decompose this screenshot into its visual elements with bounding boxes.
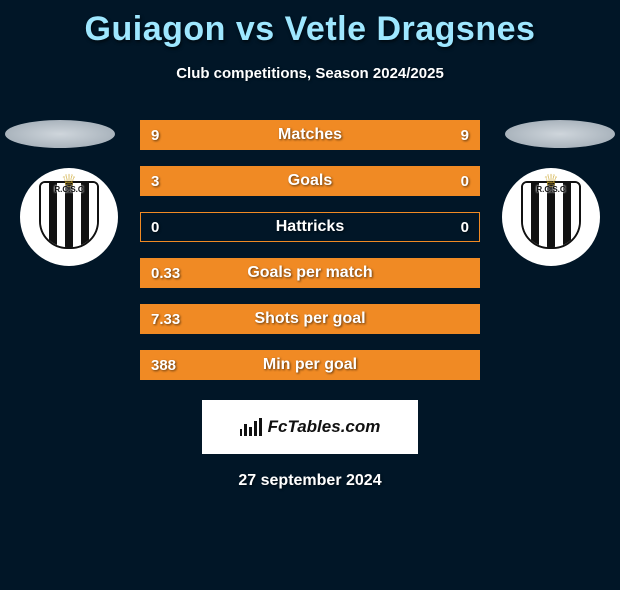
stat-label: Shots per goal	[141, 305, 479, 333]
stat-bars: 99Matches 30Goals 00Hattricks 0.33Goals per…	[140, 120, 480, 396]
badge-text: R.C.S.C	[54, 185, 83, 194]
stat-row: 00Hattricks	[140, 212, 480, 242]
club-badge-right: ♕ R.C.S.C	[502, 168, 600, 266]
stat-label: Matches	[141, 121, 479, 149]
stat-label: Hattricks	[141, 213, 479, 241]
fctables-label: FcTables.com	[268, 417, 381, 437]
fctables-watermark: FcTables.com	[202, 400, 418, 454]
date-text: 27 september 2024	[0, 472, 620, 490]
stat-row: 99Matches	[140, 120, 480, 150]
stat-label: Goals	[141, 167, 479, 195]
comparison-chart: ♕ R.C.S.C ♕ R.C.S.C 99Matches 30Goals 00Ha…	[0, 120, 620, 380]
stat-row: 388Min per goal	[140, 350, 480, 380]
shadow-ellipse-right	[505, 120, 615, 148]
stat-row: 7.33Shots per goal	[140, 304, 480, 334]
stat-label: Min per goal	[141, 351, 479, 379]
badge-text: R.C.S.C	[536, 185, 565, 194]
page-title: Guiagon vs Vetle Dragsnes	[0, 10, 620, 49]
stat-row: 30Goals	[140, 166, 480, 196]
club-badge-left: ♕ R.C.S.C	[20, 168, 118, 266]
subtitle: Club competitions, Season 2024/2025	[0, 65, 620, 82]
stat-label: Goals per match	[141, 259, 479, 287]
shadow-ellipse-left	[5, 120, 115, 148]
bars-icon	[240, 418, 262, 436]
stat-row: 0.33Goals per match	[140, 258, 480, 288]
